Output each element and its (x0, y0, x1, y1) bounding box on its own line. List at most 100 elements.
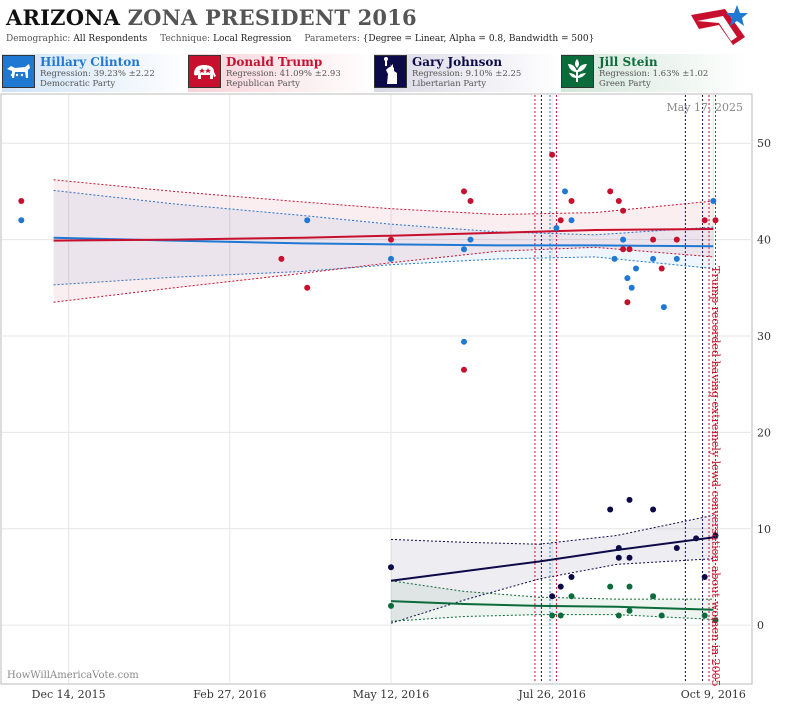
liberty-torch-icon (374, 55, 407, 88)
event-lines (534, 95, 716, 683)
poll-point (626, 496, 633, 503)
poll-point (557, 217, 564, 224)
candidate-party: Democratic Party (40, 79, 116, 89)
poll-point (650, 506, 657, 513)
candidate-party: Green Party (599, 79, 651, 89)
candidate-name: Donald Trump (226, 55, 323, 69)
event-annotation: Trump recorded having extremely lewd con… (709, 266, 722, 687)
band-upper-line (53, 179, 714, 216)
legend-stein: Jill Stein Regression: 1.63% ±1.02 Green… (561, 54, 747, 92)
grid (2, 95, 752, 683)
poll-point (557, 583, 564, 590)
poll-point (388, 255, 394, 262)
poll-point (628, 284, 635, 291)
band-upper-line (390, 514, 714, 545)
poll-point (467, 236, 474, 243)
candidate-name: Jill Stein (599, 55, 658, 69)
race-title: ZONA PRESIDENT 2016 (127, 5, 417, 30)
candidate-regression: Regression: 1.63% ±1.02 (599, 69, 709, 79)
poll-point (673, 236, 680, 243)
poll-point (568, 198, 575, 204)
site-logo-icon (691, 5, 748, 45)
poll-point (388, 602, 394, 609)
poll-point (549, 612, 556, 619)
y-tick-label: 30 (757, 330, 771, 343)
poll-point (712, 532, 719, 539)
poll-point (673, 545, 680, 551)
poll-point (568, 217, 575, 224)
poll-point (549, 593, 556, 600)
poll-point (624, 275, 631, 282)
chart-date: May 17, 2025 (666, 101, 743, 114)
poll-point (607, 583, 614, 590)
poll-point (467, 198, 474, 204)
poll-point (633, 265, 639, 272)
y-tick-label: 20 (757, 426, 771, 439)
plot-frame (0, 93, 753, 685)
band-upper-line (53, 189, 714, 236)
y-tick-labels: 0 10 20 30 40 50 (757, 137, 771, 632)
x-tick-label: Jul 26, 2016 (517, 688, 586, 701)
demographic-label: Demographic: (6, 34, 71, 44)
poll-point (701, 574, 708, 580)
y-tick-label: 50 (757, 137, 771, 150)
poll-point (615, 198, 622, 204)
poll-point (701, 217, 708, 224)
poll-point (620, 207, 627, 214)
poll-point (615, 612, 622, 619)
poll-point (18, 198, 25, 204)
candidate-party: Libertarian Party (412, 79, 487, 89)
leaf-icon (561, 55, 594, 88)
poll-point (607, 506, 614, 513)
poll-point (626, 607, 633, 614)
page-title: ARIZONA ZONA PRESIDENT 2016 (6, 5, 417, 30)
poll-point (388, 236, 394, 243)
confidence-band (53, 190, 714, 285)
trend-line (390, 536, 714, 582)
candidate-regression: Regression: 9.10% ±2.25 (412, 69, 522, 79)
candidate-name: Gary Johnson (412, 55, 503, 69)
poll-point (304, 284, 311, 291)
candidate-name: Hillary Clinton (40, 55, 140, 69)
x-tick-label: Feb 27, 2016 (193, 688, 266, 701)
poll-point (626, 246, 633, 253)
confidence-band (391, 580, 714, 622)
band-lower-line (390, 558, 714, 624)
trend-line (390, 600, 714, 611)
legend-clinton: Hillary Clinton Regression: 39.23% ±2.22… (2, 54, 188, 92)
poll-point (658, 265, 665, 272)
confidence-band (53, 179, 714, 303)
poll-point (712, 217, 719, 224)
parameters-label: Parameters: (304, 34, 360, 44)
parameter-line: Demographic: All Respondents Technique: … (6, 34, 594, 44)
poll-point (562, 188, 568, 195)
confidence-bands (53, 179, 714, 624)
poll-point (712, 617, 719, 624)
parameters-value: {Degree = Linear, Alpha = 0.8, Bandwidth… (362, 34, 595, 44)
watermark: HowWillAmericaVote.com (7, 670, 139, 681)
poll-point (626, 583, 633, 590)
poll-point (660, 304, 667, 311)
poll-point (278, 255, 285, 262)
trend-line (53, 228, 714, 242)
state-name: ARIZONA (6, 5, 121, 30)
poll-point (461, 188, 467, 195)
poll-point (693, 535, 700, 542)
candidate-regression: Regression: 39.23% ±2.22 (40, 69, 155, 79)
poll-point (461, 246, 467, 253)
poll-point (549, 151, 556, 158)
poll-point (673, 255, 680, 262)
poll-point (461, 338, 467, 345)
candidate-party: Republican Party (226, 79, 300, 89)
poll-point (553, 225, 560, 231)
poll-point (611, 255, 618, 262)
y-tick-label: 40 (757, 234, 771, 247)
candidate-regression: Regression: 41.09% ±2.93 (226, 69, 341, 79)
poll-point (701, 612, 708, 619)
demographic-value: All Respondents (73, 34, 148, 44)
poll-point (388, 564, 394, 571)
poll-point (18, 217, 25, 224)
x-tick-label: Dec 14, 2015 (32, 688, 106, 701)
poll-point (568, 593, 575, 600)
